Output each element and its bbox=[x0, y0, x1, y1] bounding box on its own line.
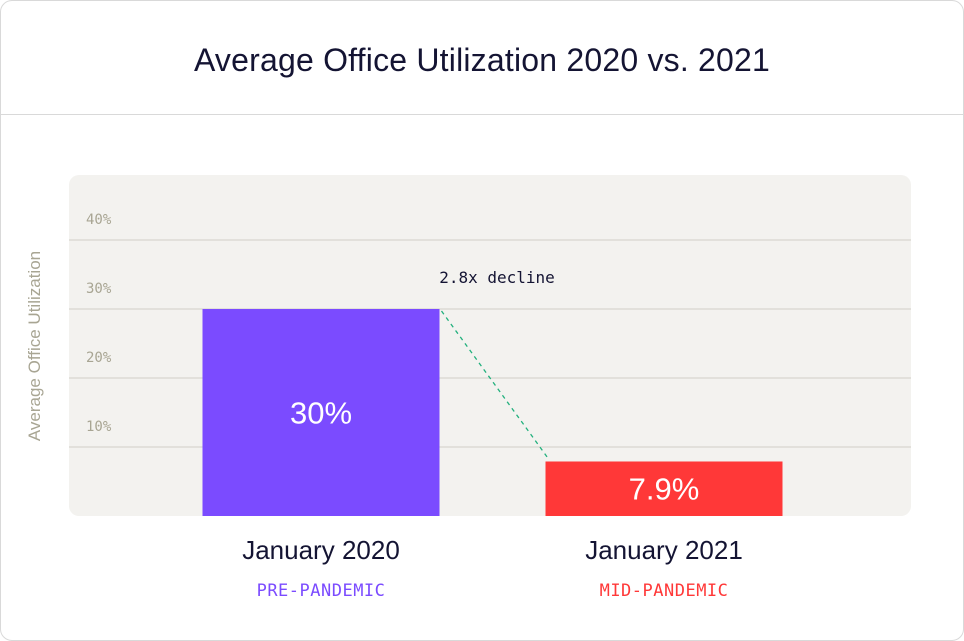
chart-title: Average Office Utilization 2020 vs. 2021 bbox=[193, 42, 771, 78]
x-category-label: January 2020 bbox=[242, 535, 400, 565]
x-sublabel: MID-PANDEMIC bbox=[600, 581, 729, 601]
annotation-group: 2.8x decline bbox=[439, 268, 555, 458]
y-axis-label: Average Office Utilization bbox=[25, 251, 44, 441]
x-labels: January 2020 PRE-PANDEMIC January 2021 MID-… bbox=[242, 535, 743, 601]
y-tick-label: 10% bbox=[86, 419, 112, 435]
title-bar: Average Office Utilization 2020 vs. 2021 bbox=[1, 1, 963, 115]
x-sublabel: PRE-PANDEMIC bbox=[257, 581, 386, 601]
bar bbox=[202, 309, 440, 516]
bar-data-label: 7.9% bbox=[629, 472, 700, 507]
decline-annotation: 2.8x decline bbox=[439, 268, 555, 287]
plot-area bbox=[69, 175, 911, 516]
bar-data-label: 30% bbox=[290, 396, 352, 431]
y-tick-label: 30% bbox=[86, 281, 112, 297]
bar bbox=[545, 461, 783, 516]
bars: 30% 7.9% bbox=[202, 309, 783, 516]
decline-connector-line bbox=[440, 310, 549, 458]
y-tick-label: 40% bbox=[86, 212, 112, 228]
y-tick-label: 20% bbox=[86, 350, 112, 366]
y-tick-labels: 10% 20% 30% 40% bbox=[86, 212, 112, 435]
x-category-label: January 2021 bbox=[585, 535, 743, 565]
